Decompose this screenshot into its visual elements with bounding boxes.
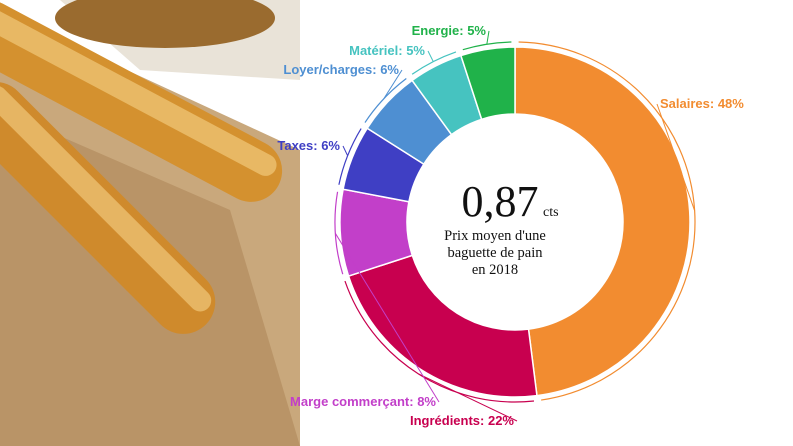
slice-label: Ingrédients: 22% [410, 413, 514, 428]
slice-labels: Salaires: 48% Ingrédients: 22% Marge comme… [277, 23, 744, 428]
slice-label: Matériel: 5% [349, 43, 425, 58]
label-leader-line [486, 30, 490, 45]
label-leader-line [383, 69, 403, 100]
slice-bracket [344, 280, 535, 403]
slice-bracket [462, 41, 512, 51]
basket [55, 0, 275, 48]
baguette-top [0, 0, 283, 202]
label-leader-line [342, 145, 349, 156]
label-leader-line [418, 373, 518, 422]
label-leader-line [427, 50, 434, 62]
label-leader-line [334, 233, 440, 403]
slice-label: Taxes: 6% [277, 138, 340, 153]
slice-label: Salaires: 48% [660, 96, 744, 111]
slice-label: Loyer/charges: 6% [283, 62, 399, 77]
center-value: 0,87 [462, 177, 539, 226]
baguette-bottom [0, 81, 216, 334]
slice-label: Marge commerçant: 8% [290, 394, 436, 409]
label-brackets [334, 30, 696, 422]
center-caption-line-3: en 2018 [472, 262, 518, 278]
slice-bracket [411, 51, 457, 75]
center-caption-line-2: baguette de pain [447, 245, 543, 261]
slice-label: Energie: 5% [412, 23, 487, 38]
center-unit: cts [543, 205, 559, 220]
label-leader-line [656, 103, 696, 211]
donut-hole [407, 114, 623, 330]
center-caption-line-1: Prix moyen d'une [444, 228, 546, 244]
bread-photo [0, 0, 300, 446]
slice-bracket [518, 41, 696, 401]
slice-bracket [338, 128, 362, 185]
slice-bracket [334, 191, 344, 275]
